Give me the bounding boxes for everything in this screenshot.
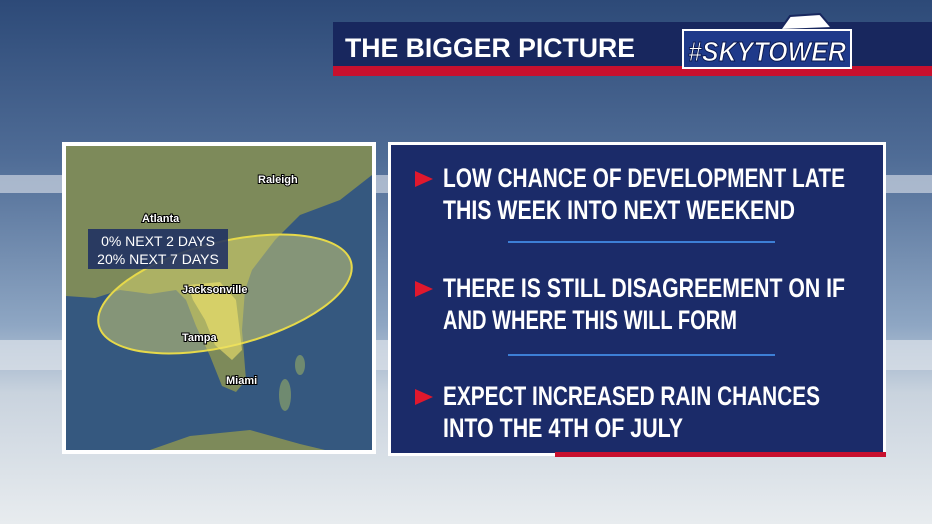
bullet-text: THERE IS STILL DISAGREEMENT ON IF: [443, 273, 845, 303]
outlook-text: 20% NEXT 7 DAYS: [97, 251, 219, 267]
city: Jacksonville: [182, 284, 247, 296]
panel-stripe: [555, 452, 886, 457]
city: Miami: [226, 375, 257, 387]
outlook-text: 0% NEXT 2 DAYS: [101, 233, 215, 249]
header-title: THE BIGGER PICTURE: [345, 33, 635, 63]
brand: #SKYTOWER: [688, 36, 847, 67]
bullet-text: INTO THE 4TH OF JULY: [443, 413, 683, 443]
logo-dome: [778, 12, 835, 32]
bahamas: [295, 355, 305, 375]
logo-box: [682, 29, 852, 69]
outlook-box: [88, 229, 228, 269]
header-stripe: [333, 66, 932, 76]
cuba: [150, 430, 325, 450]
outlook-area: [188, 282, 242, 360]
bahamas: [279, 379, 291, 411]
bullet-text: EXPECT INCREASED RAIN CHANCES: [443, 381, 820, 411]
bullet-arrow: [415, 171, 433, 187]
bullet-text: AND WHERE THIS WILL FORM: [443, 305, 737, 335]
city: Atlanta: [142, 213, 180, 225]
bullet-arrow: [415, 389, 433, 405]
bullet-text: THIS WEEK INTO NEXT WEEKEND: [443, 195, 795, 225]
text-panel: [391, 145, 883, 453]
bullet-arrow: [415, 281, 433, 297]
city: Raleigh: [258, 174, 298, 186]
bullet-text: LOW CHANCE OF DEVELOPMENT LATE: [443, 163, 845, 193]
city: Tampa: [182, 332, 218, 344]
